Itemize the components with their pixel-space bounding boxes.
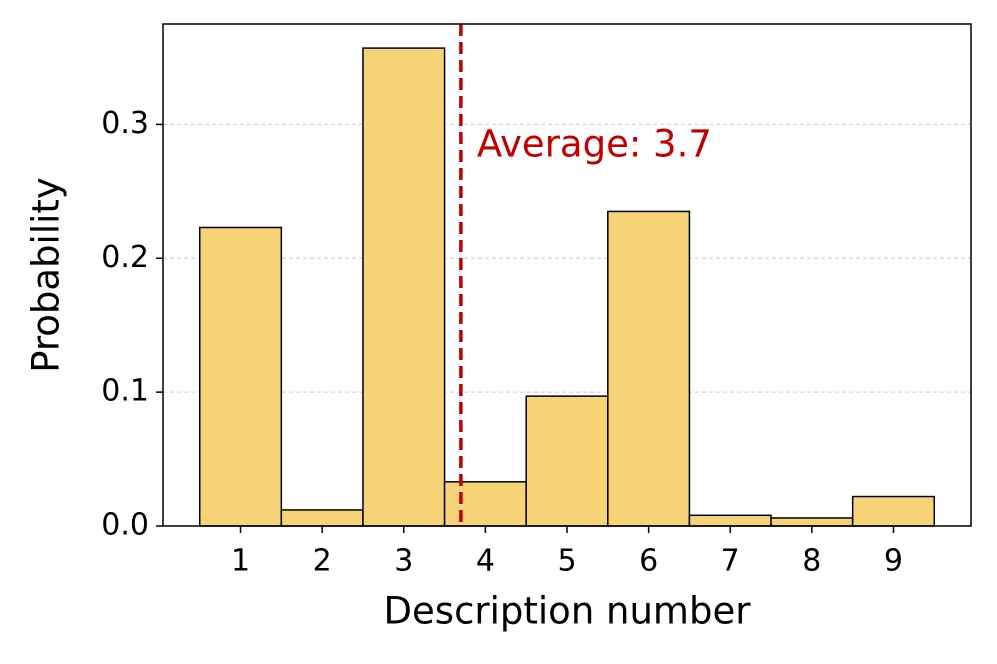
- x-tick-label: 9: [884, 544, 903, 579]
- bar: [851, 495, 936, 527]
- bar: [443, 481, 527, 527]
- x-tick-label: 5: [557, 544, 576, 579]
- x-tick-label: 6: [639, 544, 658, 579]
- bar: [688, 514, 772, 527]
- x-tick-label: 2: [313, 544, 332, 579]
- x-tick-label: 4: [476, 544, 495, 579]
- bar: [525, 395, 609, 527]
- bar: [280, 509, 364, 527]
- y-axis-label: Probability: [25, 177, 68, 373]
- average-label: Average: 3.7: [477, 123, 712, 166]
- y-tick-label: 0.3: [101, 106, 149, 141]
- x-tick-label: 3: [394, 544, 413, 579]
- plot-frame: [162, 23, 972, 527]
- bar: [770, 517, 854, 527]
- x-tick-label: 7: [721, 544, 740, 579]
- x-tick-label: 1: [231, 544, 250, 579]
- x-tick-label: 8: [802, 544, 821, 579]
- x-axis-label: Description number: [384, 590, 752, 633]
- bar: [607, 210, 691, 527]
- y-tick-label: 0.1: [101, 374, 149, 409]
- bar: [362, 47, 446, 527]
- y-tick-label: 0.2: [101, 240, 149, 275]
- y-tick-label: 0.0: [101, 508, 149, 543]
- bar: [198, 226, 283, 527]
